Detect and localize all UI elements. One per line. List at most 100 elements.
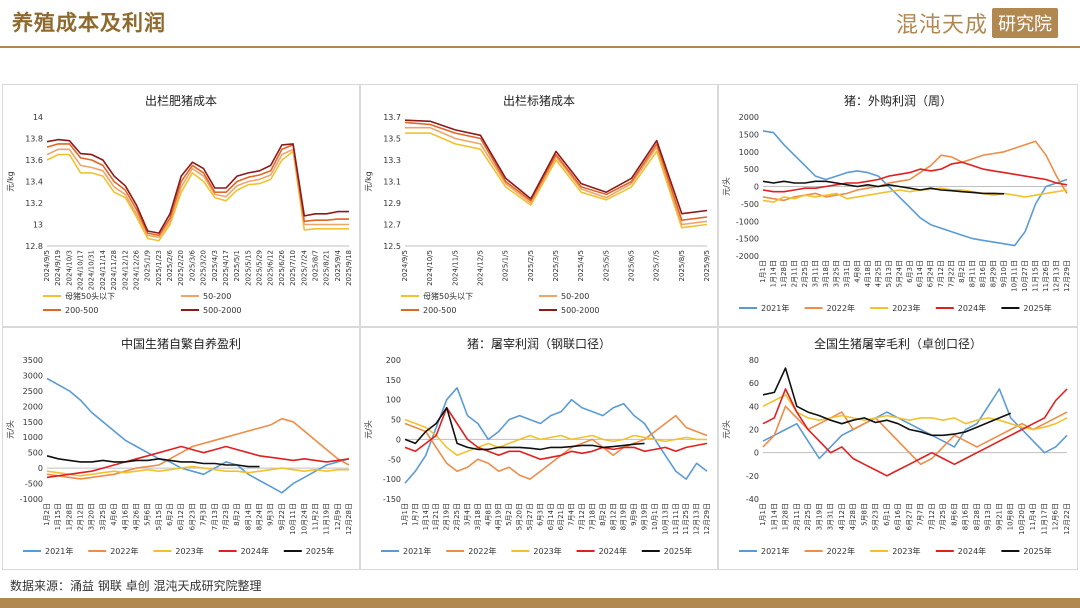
x-tick-label: 7月7日	[917, 503, 925, 526]
x-tick-label: 7月18日	[588, 503, 596, 530]
x-tick-label: 3月31日	[843, 260, 851, 287]
legend-label: 2024年	[599, 546, 627, 556]
x-tick-label: 5月6日	[144, 503, 152, 526]
y-tick-label: -1000	[736, 217, 759, 226]
x-tick-label: 7月13日	[211, 503, 219, 530]
series-line-2	[46, 143, 349, 237]
y-tick-label: -150	[383, 495, 401, 504]
x-tick-label: 4月6日	[110, 503, 118, 526]
x-tick-label: 9月3日	[267, 503, 275, 526]
x-tick-label: 2024/10/5	[426, 250, 434, 286]
x-tick-label: 1月1日	[759, 260, 767, 283]
series-line-2	[46, 465, 349, 477]
x-tick-label: 2025/2/5	[527, 250, 535, 281]
y-tick-label: 0	[754, 183, 759, 192]
chart-panel-standard-cost: 出栏标猪成本 元/kg 12.5 12.7 12.9 13.1 13.3 13.5 13.7 20…	[360, 84, 718, 327]
x-tick-label: 7月12日	[937, 260, 945, 287]
x-tick-label: 10月8日	[1007, 503, 1015, 530]
x-tick-label: 2月12日	[77, 503, 85, 530]
header: 养殖成本及利润 混沌天成 研究院	[0, 0, 1080, 46]
x-tick-label: 8月6日	[950, 503, 958, 526]
x-tick-label: 2025/7/24	[300, 249, 308, 285]
legend-label: 2024年	[958, 303, 986, 313]
chart-title: 出栏肥猪成本	[145, 93, 217, 108]
x-tick-label: 9月13日	[984, 503, 992, 530]
legend-label: 50-200	[203, 292, 231, 301]
x-tick-label: 2025/1/23	[155, 250, 163, 286]
y-tick-label: 0	[396, 435, 401, 444]
legend-label: 2023年	[533, 546, 561, 556]
series-line-1	[46, 417, 350, 480]
legend-label: 2025年	[306, 546, 334, 556]
x-tick-label: 1月28日	[780, 260, 788, 287]
y-tick-label: -20	[746, 472, 759, 481]
y-tick-label: 500	[744, 165, 759, 174]
x-tick-label: 2024/12/5	[477, 250, 485, 286]
x-tick-label: 4月19日	[495, 503, 503, 530]
series-line-2	[404, 418, 707, 457]
y-tick-label: 13.7	[383, 113, 401, 122]
x-tick-label: 8月2日	[233, 503, 241, 526]
chart-title: 猪：外购利润（周）	[844, 93, 952, 108]
y-tick-label: -500	[741, 200, 759, 209]
y-tick-label: 80	[749, 356, 759, 365]
y-tick-label: -50	[388, 455, 401, 464]
x-tick-label: 2025/3/5	[552, 250, 560, 281]
x-tick-label: 4月8日	[484, 503, 492, 526]
x-tick-label: 2025/7/5	[653, 250, 661, 281]
x-tick-label: 11月25日	[682, 503, 690, 535]
y-tick-label: 13.5	[383, 135, 401, 144]
series-line-0	[46, 377, 350, 494]
x-tick-label: 2025/8/21	[323, 250, 331, 286]
series-line-3	[46, 445, 350, 479]
x-tick-label: 2025/3/20	[200, 250, 208, 286]
x-tick-label: 2024/11/5	[451, 250, 459, 286]
data-source-note: 数据来源：涌益 钢联 卓创 混沌天成研究院整理	[10, 579, 262, 593]
x-tick-label: 8月28日	[973, 503, 981, 530]
x-tick-label: 4月18日	[864, 260, 872, 287]
x-tick-label: 10月11日	[1011, 260, 1019, 292]
x-tick-label: 5月23日	[872, 503, 880, 530]
y-tick-label: 14	[33, 113, 43, 122]
x-tick-label: 3月31日	[827, 503, 835, 530]
x-tick-label: 12月28日	[345, 503, 353, 535]
x-tick-label: 11月4日	[1029, 503, 1037, 530]
x-tick-label: 2025/5/5	[602, 250, 610, 281]
x-tick-label: 5月8日	[860, 503, 868, 526]
x-tick-label: 1月21日	[432, 503, 440, 530]
legend-label: 2023年	[892, 546, 920, 556]
y-tick-label: 40	[749, 402, 759, 411]
x-tick-label: 10月13日	[661, 503, 669, 535]
x-tick-label: 6月27日	[905, 503, 913, 530]
series-line-1	[46, 148, 349, 239]
x-tick-label: 12月29日	[1063, 260, 1071, 292]
x-tick-label: 6月3日	[536, 503, 544, 526]
x-tick-label: 8月12日	[609, 503, 617, 530]
legend-label: 2021年	[403, 546, 431, 556]
x-tick-label: 2024/11/28	[110, 250, 118, 290]
y-tick-label: 13.1	[383, 178, 401, 187]
x-tick-label: 2024/9/5	[401, 250, 409, 281]
x-tick-label: 5月15日	[155, 503, 163, 530]
x-tick-label: 6月3日	[906, 260, 914, 283]
x-tick-label: 2024/12/12	[121, 250, 129, 290]
x-tick-label: 8月2日	[958, 260, 966, 283]
x-tick-label: 1月14日	[769, 260, 777, 287]
x-tick-label: 2025/5/1	[233, 250, 241, 281]
y-axis-label: 元/头	[5, 420, 15, 439]
series-line-0	[762, 388, 1068, 460]
x-tick-label: 11月2日	[311, 503, 319, 530]
x-tick-label: 2024/11/14	[99, 249, 107, 290]
x-tick-label: 6月2日	[166, 503, 174, 526]
y-tick-label: 200	[386, 356, 401, 365]
x-tick-label: 3月25日	[99, 503, 107, 530]
x-tick-label: 6月24日	[927, 260, 935, 287]
x-tick-label: 2025/3/6	[188, 249, 196, 281]
x-tick-label: 12月29日	[703, 503, 711, 535]
x-tick-label: 2025/9/4	[334, 249, 342, 281]
chart-panel-slaughter-profit-mysteel: 猪：屠宰利润（钢联口径） 元/头 -150 -100 -50 0 50 100 150 200 1月…	[360, 327, 718, 570]
x-tick-label: 1月1日	[759, 503, 767, 526]
x-tick-label: 3月19日	[815, 503, 823, 530]
legend-label: 2021年	[45, 546, 73, 556]
y-tick-label: 13.4	[25, 178, 43, 187]
